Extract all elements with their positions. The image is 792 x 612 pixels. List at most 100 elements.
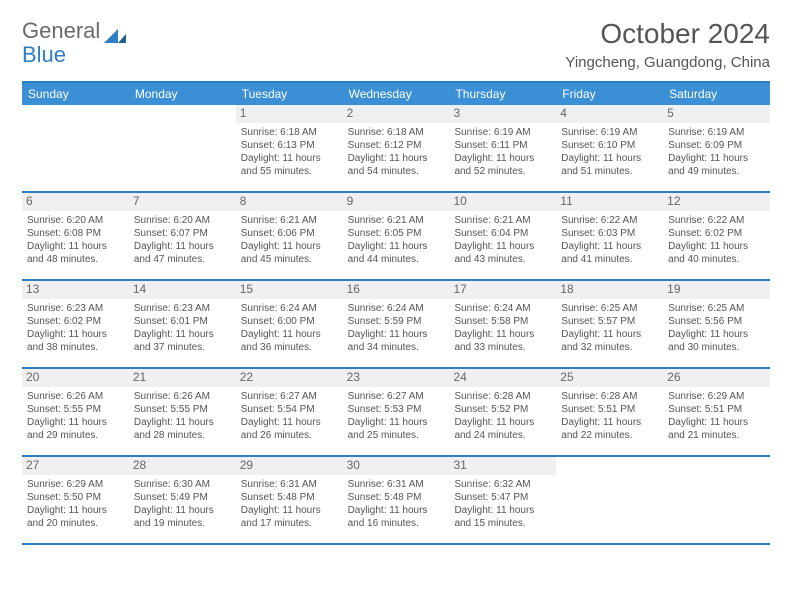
sunrise-line: Sunrise: 6:28 AM	[561, 390, 658, 403]
location: Yingcheng, Guangdong, China	[565, 54, 770, 71]
daylight-line: Daylight: 11 hours and 47 minutes.	[134, 240, 231, 266]
logo-icon	[104, 23, 126, 39]
sunset-line: Sunset: 6:05 PM	[348, 227, 445, 240]
sunset-line: Sunset: 5:50 PM	[27, 491, 124, 504]
day-number: 15	[236, 281, 343, 299]
title-block: October 2024 Yingcheng, Guangdong, China	[565, 18, 770, 71]
sunset-line: Sunset: 6:02 PM	[668, 227, 765, 240]
daylight-line: Daylight: 11 hours and 19 minutes.	[134, 504, 231, 530]
week-row: 13Sunrise: 6:23 AMSunset: 6:02 PMDayligh…	[22, 281, 770, 369]
day-cell: 4Sunrise: 6:19 AMSunset: 6:10 PMDaylight…	[556, 105, 663, 191]
sunset-line: Sunset: 6:01 PM	[134, 315, 231, 328]
sunrise-line: Sunrise: 6:19 AM	[561, 126, 658, 139]
day-cell: 7 Sunrise: 6:20 AMSunset: 6:07 PMDaylight…	[129, 193, 236, 279]
daylight-line: Daylight: 11 hours and 20 minutes.	[27, 504, 124, 530]
sunset-line: Sunset: 5:58 PM	[454, 315, 551, 328]
day-number: 17	[449, 281, 556, 299]
sunset-line: Sunset: 5:55 PM	[134, 403, 231, 416]
sunrise-line: Sunrise: 6:25 AM	[561, 302, 658, 315]
sunset-line: Sunset: 5:48 PM	[241, 491, 338, 504]
sunset-line: Sunset: 6:07 PM	[134, 227, 231, 240]
sunrise-line: Sunrise: 6:27 AM	[348, 390, 445, 403]
header: General October 2024 Yingcheng, Guangdon…	[22, 18, 770, 71]
sunset-line: Sunset: 6:03 PM	[561, 227, 658, 240]
day-number: 22	[236, 369, 343, 387]
daylight-line: Daylight: 11 hours and 25 minutes.	[348, 416, 445, 442]
daylight-line: Daylight: 11 hours and 34 minutes.	[348, 328, 445, 354]
sunrise-line: Sunrise: 6:24 AM	[454, 302, 551, 315]
daylight-line: Daylight: 11 hours and 43 minutes.	[454, 240, 551, 266]
sunset-line: Sunset: 6:08 PM	[27, 227, 124, 240]
daylight-line: Daylight: 11 hours and 28 minutes.	[134, 416, 231, 442]
dow-saturday: Saturday	[663, 83, 770, 105]
sunset-line: Sunset: 5:55 PM	[27, 403, 124, 416]
sunset-line: Sunset: 5:49 PM	[134, 491, 231, 504]
day-number: 31	[449, 457, 556, 475]
daylight-line: Daylight: 11 hours and 22 minutes.	[561, 416, 658, 442]
dow-thursday: Thursday	[449, 83, 556, 105]
sunrise-line: Sunrise: 6:20 AM	[134, 214, 231, 227]
sunrise-line: Sunrise: 6:22 AM	[561, 214, 658, 227]
day-number: 5	[663, 105, 770, 123]
sunrise-line: Sunrise: 6:22 AM	[668, 214, 765, 227]
daylight-line: Daylight: 11 hours and 38 minutes.	[27, 328, 124, 354]
day-cell	[556, 457, 663, 543]
month-title: October 2024	[565, 18, 770, 50]
day-cell: 30Sunrise: 6:31 AMSunset: 5:48 PMDayligh…	[343, 457, 450, 543]
daylight-line: Daylight: 11 hours and 15 minutes.	[454, 504, 551, 530]
day-number: 18	[556, 281, 663, 299]
day-number: 3	[449, 105, 556, 123]
sunset-line: Sunset: 6:00 PM	[241, 315, 338, 328]
day-cell: 12Sunrise: 6:22 AMSunset: 6:02 PMDayligh…	[663, 193, 770, 279]
day-cell: 22Sunrise: 6:27 AMSunset: 5:54 PMDayligh…	[236, 369, 343, 455]
day-number: 11	[556, 193, 663, 211]
week-row: 27Sunrise: 6:29 AMSunset: 5:50 PMDayligh…	[22, 457, 770, 545]
sunset-line: Sunset: 5:47 PM	[454, 491, 551, 504]
day-number: 27	[22, 457, 129, 475]
day-number: 24	[449, 369, 556, 387]
sunset-line: Sunset: 6:11 PM	[454, 139, 551, 152]
sunset-line: Sunset: 5:53 PM	[348, 403, 445, 416]
day-cell: 29Sunrise: 6:31 AMSunset: 5:48 PMDayligh…	[236, 457, 343, 543]
sunset-line: Sunset: 6:13 PM	[241, 139, 338, 152]
daylight-line: Daylight: 11 hours and 44 minutes.	[348, 240, 445, 266]
daylight-line: Daylight: 11 hours and 29 minutes.	[27, 416, 124, 442]
dow-tuesday: Tuesday	[236, 83, 343, 105]
daylight-line: Daylight: 11 hours and 36 minutes.	[241, 328, 338, 354]
daylight-line: Daylight: 11 hours and 55 minutes.	[241, 152, 338, 178]
daylight-line: Daylight: 11 hours and 16 minutes.	[348, 504, 445, 530]
day-cell: 13Sunrise: 6:23 AMSunset: 6:02 PMDayligh…	[22, 281, 129, 367]
weeks-container: 1Sunrise: 6:18 AMSunset: 6:13 PMDaylight…	[22, 105, 770, 545]
sunrise-line: Sunrise: 6:26 AM	[27, 390, 124, 403]
sunrise-line: Sunrise: 6:24 AM	[348, 302, 445, 315]
day-number: 9	[343, 193, 450, 211]
day-number: 1	[236, 105, 343, 123]
sunrise-line: Sunrise: 6:26 AM	[134, 390, 231, 403]
day-cell: 24Sunrise: 6:28 AMSunset: 5:52 PMDayligh…	[449, 369, 556, 455]
day-cell: 9Sunrise: 6:21 AMSunset: 6:05 PMDaylight…	[343, 193, 450, 279]
sunset-line: Sunset: 6:02 PM	[27, 315, 124, 328]
daylight-line: Daylight: 11 hours and 33 minutes.	[454, 328, 551, 354]
daylight-line: Daylight: 11 hours and 54 minutes.	[348, 152, 445, 178]
day-number: 20	[22, 369, 129, 387]
week-row: 20Sunrise: 6:26 AMSunset: 5:55 PMDayligh…	[22, 369, 770, 457]
sunrise-line: Sunrise: 6:29 AM	[668, 390, 765, 403]
day-number: 29	[236, 457, 343, 475]
sunrise-line: Sunrise: 6:27 AM	[241, 390, 338, 403]
sunset-line: Sunset: 5:52 PM	[454, 403, 551, 416]
daylight-line: Daylight: 11 hours and 21 minutes.	[668, 416, 765, 442]
day-cell: 16Sunrise: 6:24 AMSunset: 5:59 PMDayligh…	[343, 281, 450, 367]
dow-wednesday: Wednesday	[343, 83, 450, 105]
day-cell	[663, 457, 770, 543]
sunrise-line: Sunrise: 6:18 AM	[348, 126, 445, 139]
day-number: 7	[129, 193, 236, 211]
day-number: 25	[556, 369, 663, 387]
day-number: 21	[129, 369, 236, 387]
day-cell: 10Sunrise: 6:21 AMSunset: 6:04 PMDayligh…	[449, 193, 556, 279]
day-cell: 21 Sunrise: 6:26 AMSunset: 5:55 PMDayligh…	[129, 369, 236, 455]
daylight-line: Daylight: 11 hours and 48 minutes.	[27, 240, 124, 266]
day-cell: 31Sunrise: 6:32 AMSunset: 5:47 PMDayligh…	[449, 457, 556, 543]
daylight-line: Daylight: 11 hours and 51 minutes.	[561, 152, 658, 178]
day-number: 26	[663, 369, 770, 387]
daylight-line: Daylight: 11 hours and 24 minutes.	[454, 416, 551, 442]
